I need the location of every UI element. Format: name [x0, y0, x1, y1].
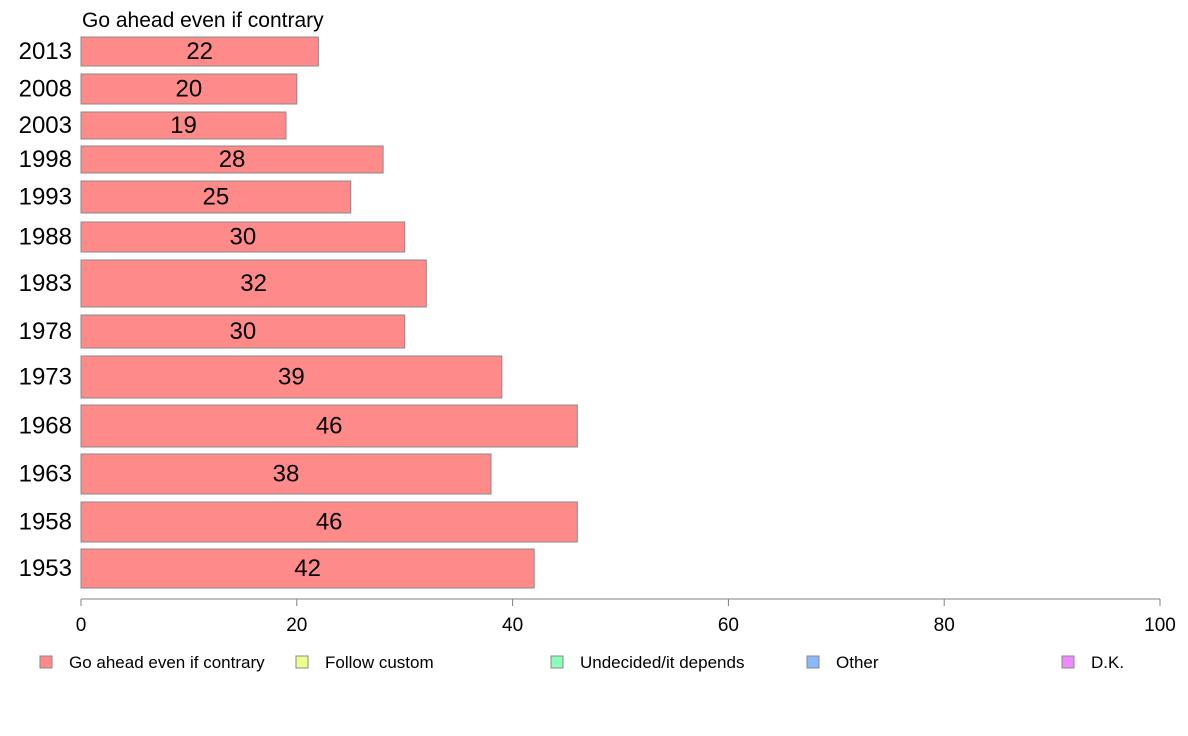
bar-2013 [80, 36, 319, 67]
bar-2003 [80, 111, 287, 140]
legend-swatch-2 [550, 655, 564, 669]
bar-value-label-2013: 22 [186, 38, 213, 65]
category-label-1978: 1978 [19, 318, 72, 345]
category-label-2008: 2008 [19, 76, 72, 103]
category-label-1988: 1988 [19, 224, 72, 251]
x-tick-label-100: 100 [1144, 615, 1176, 636]
x-tick-label-40: 40 [502, 615, 523, 636]
bar-value-label-1993: 25 [203, 184, 230, 211]
category-label-1963: 1963 [19, 461, 72, 488]
x-tick-label-20: 20 [286, 615, 307, 636]
category-label-1953: 1953 [19, 555, 72, 582]
category-label-2003: 2003 [19, 112, 72, 139]
bar-value-label-1998: 28 [219, 146, 246, 173]
bar-value-label-1988: 30 [229, 224, 256, 251]
bar-value-label-1953: 42 [294, 555, 321, 582]
bar-2008 [80, 73, 298, 105]
bar-1993 [80, 180, 352, 214]
x-tick-label-0: 0 [76, 615, 87, 636]
bar-1978 [80, 314, 406, 349]
legend-swatch-4 [1061, 655, 1075, 669]
x-tick-label-60: 60 [718, 615, 739, 636]
bar-1998 [80, 145, 384, 174]
bar-value-label-1963: 38 [273, 461, 300, 488]
bars-group: 2013 22 2008 20 2003 19 1998 28 1993 25 1988 30 1983… [19, 36, 578, 589]
bar-value-label-1968: 46 [316, 413, 343, 440]
bar-value-label-2003: 19 [170, 112, 197, 139]
category-label-1993: 1993 [19, 184, 72, 211]
bar-value-label-1973: 39 [278, 364, 305, 391]
legend-label-2: Undecided/it depends [580, 653, 744, 672]
x-tick-label-80: 80 [934, 615, 955, 636]
legend-label-3: Other [836, 653, 879, 672]
category-label-1968: 1968 [19, 413, 72, 440]
category-label-2013: 2013 [19, 38, 72, 65]
bar-1983 [80, 259, 427, 308]
x-axis: 0 20 40 60 80 100 [76, 598, 1176, 636]
bar-1973 [80, 355, 503, 399]
legend-label-0: Go ahead even if contrary [69, 653, 265, 672]
category-label-1998: 1998 [19, 146, 72, 173]
category-label-1958: 1958 [19, 509, 72, 536]
legend: Go ahead even if contrary Follow custom Un… [39, 653, 1124, 672]
legend-label-1: Follow custom [325, 653, 434, 672]
category-label-1973: 1973 [19, 364, 72, 391]
legend-swatch-0 [39, 655, 53, 669]
bar-1968 [80, 404, 578, 448]
legend-swatch-3 [806, 655, 820, 669]
bar-value-label-1983: 32 [240, 270, 267, 297]
bar-1953 [80, 548, 535, 589]
bar-1988 [80, 221, 406, 253]
bar-1958 [80, 501, 578, 543]
legend-label-4: D.K. [1091, 653, 1124, 672]
legend-swatch-1 [295, 655, 309, 669]
category-label-1983: 1983 [19, 270, 72, 297]
bar-1963 [80, 453, 492, 495]
bar-value-label-1978: 30 [229, 318, 256, 345]
bar-value-label-2008: 20 [176, 76, 203, 103]
bar-value-label-1958: 46 [316, 509, 343, 536]
chart-title: Go ahead even if contrary [82, 9, 324, 32]
